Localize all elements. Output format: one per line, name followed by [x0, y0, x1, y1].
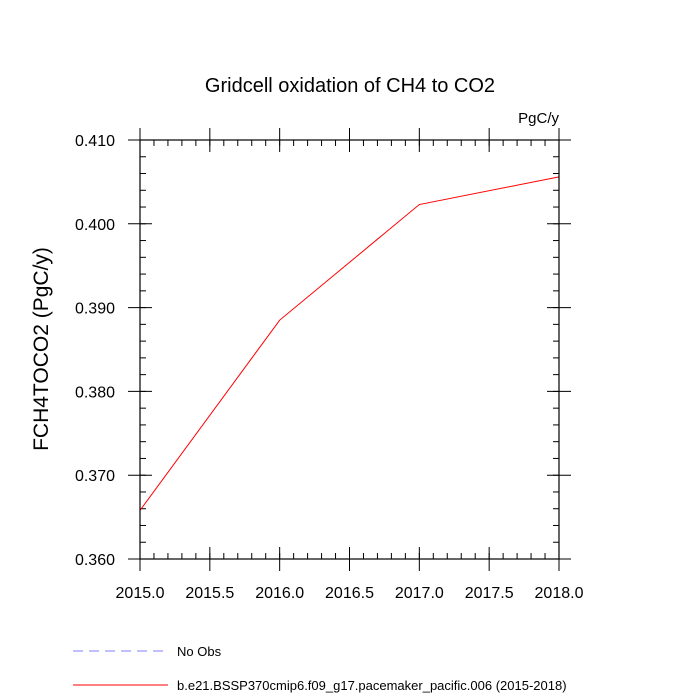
legend: No Obs b.e21.BSSP370cmip6.f09_g17.pacemak… — [73, 644, 567, 693]
major-ticks — [128, 128, 571, 571]
x-tick-label: 2016.0 — [255, 585, 304, 602]
x-tick-label: 2015.0 — [116, 585, 165, 602]
y-tick-label: 0.400 — [75, 217, 115, 234]
legend-label: No Obs — [177, 644, 222, 659]
y-tick-labels: 0.360 0.370 0.380 0.390 0.400 0.410 — [75, 133, 115, 569]
minor-ticks — [139, 139, 560, 560]
y-tick-label: 0.380 — [75, 384, 115, 401]
x-tick-labels: 2015.0 2015.5 2016.0 2016.5 2017.0 2017.5 2018… — [116, 585, 584, 602]
plot-frame — [139, 139, 560, 560]
y-tick-label: 0.370 — [75, 468, 115, 485]
x-tick-label: 2015.5 — [185, 585, 234, 602]
x-tick-label: 2017.5 — [465, 585, 514, 602]
series-line — [139, 176, 560, 511]
legend-label: b.e21.BSSP370cmip6.f09_g17.pacemaker_pac… — [177, 678, 567, 693]
chart-title: Gridcell oxidation of CH4 to CO2 — [205, 75, 495, 97]
x-tick-label: 2017.0 — [395, 585, 444, 602]
y-axis-label: FCH4TOCO2 (PgC/y) — [30, 247, 53, 451]
y-tick-label: 0.360 — [75, 552, 115, 569]
x-tick-label: 2016.5 — [325, 585, 374, 602]
x-tick-label: 2018.0 — [535, 585, 584, 602]
units-label: PgC/y — [518, 110, 559, 127]
series-group — [139, 176, 560, 511]
y-tick-label: 0.410 — [75, 133, 115, 150]
y-tick-label: 0.390 — [75, 301, 115, 318]
